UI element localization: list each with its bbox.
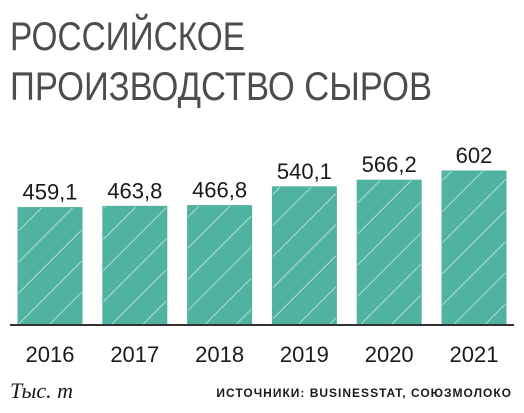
x-tick-label: 2020 (365, 342, 414, 367)
bar (356, 179, 422, 326)
unit-label: Тыс. т (10, 378, 73, 403)
bar (187, 205, 253, 326)
x-tick-label: 2019 (280, 342, 329, 367)
x-tick-label: 2017 (110, 342, 159, 367)
bar (102, 205, 168, 326)
value-label: 540,1 (277, 159, 332, 184)
value-label: 566,2 (362, 152, 417, 177)
chart-title: РОССИЙСКОЕ (10, 13, 245, 59)
bar (17, 207, 83, 326)
bar (441, 170, 507, 326)
bar (271, 186, 337, 326)
value-label: 466,8 (192, 178, 247, 203)
x-tick-label: 2016 (26, 342, 75, 367)
chart-title: ПРОИЗВОДСТВО СЫРОВ (10, 65, 432, 109)
value-label: 459,1 (22, 180, 77, 205)
x-tick-label: 2021 (450, 342, 499, 367)
source: ИСТОЧНИКИ: BUSINESSTAT, СОЮЗМОЛОКО (216, 386, 512, 400)
value-label: 463,8 (107, 178, 162, 203)
value-label: 602 (456, 143, 493, 168)
x-tick-label: 2018 (195, 342, 244, 367)
